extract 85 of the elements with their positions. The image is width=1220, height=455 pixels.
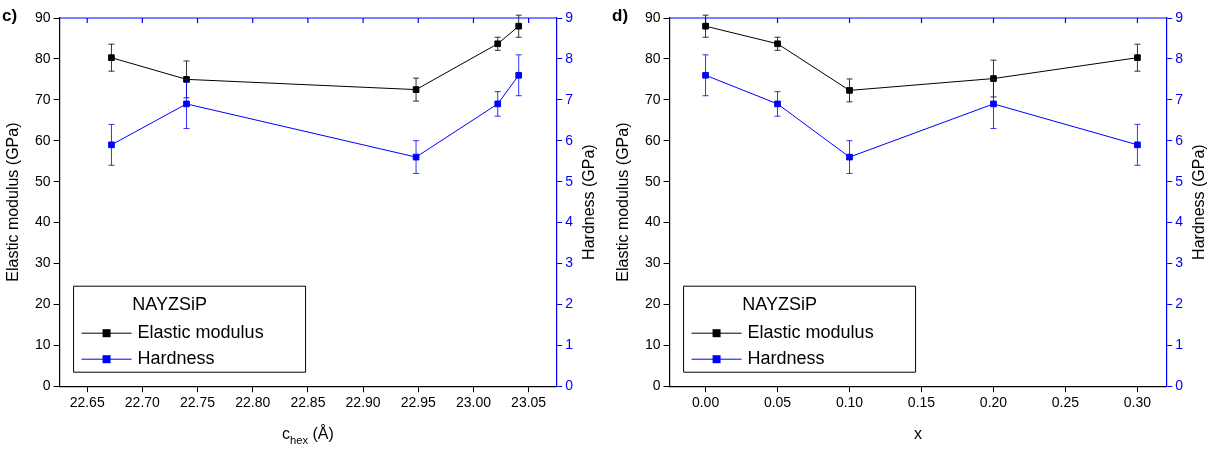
y-tick-label: 0 — [652, 377, 661, 394]
y-axis-title: Elastic modulus (GPa) — [614, 122, 632, 282]
y-tick-label: 10 — [34, 336, 51, 353]
y2-tick-label: 3 — [565, 254, 574, 271]
y-tick-label: 10 — [644, 336, 661, 353]
y2-tick-label: 0 — [1175, 377, 1184, 394]
y-tick-label: 90 — [34, 8, 51, 25]
y2-tick-label: 9 — [565, 8, 574, 25]
legend-label: Elastic modulus — [747, 322, 874, 343]
y2-tick-label: 4 — [1175, 213, 1184, 230]
x-tick-label: 0.05 — [763, 394, 792, 411]
legend-label: Elastic modulus — [137, 322, 264, 343]
text: d) — [612, 6, 629, 26]
legend-title: NAYZSiP — [742, 294, 817, 315]
point — [774, 100, 781, 108]
y-tick-label: 60 — [644, 131, 661, 148]
y2-tick-label: 4 — [565, 213, 574, 230]
point — [183, 100, 190, 108]
x-tick-label: 22.70 — [124, 394, 161, 411]
x-tick-label: 22.80 — [235, 394, 271, 411]
point — [494, 40, 502, 48]
y2-tick-label: 2 — [1175, 295, 1184, 312]
y-tick-label: 40 — [34, 213, 51, 230]
y2-tick-label: 7 — [565, 90, 574, 107]
y-tick-label: 60 — [34, 131, 51, 148]
y-tick-label: 80 — [644, 49, 661, 66]
legend-label: Hardness — [137, 348, 215, 369]
y2-tick-label: 8 — [1175, 49, 1184, 66]
y2-tick-label: 7 — [1175, 90, 1184, 107]
point — [990, 100, 997, 108]
y-tick-label: 20 — [644, 295, 661, 312]
y-tick-label: 40 — [644, 213, 661, 230]
y2-tick-label: 8 — [565, 49, 574, 66]
y2-tick-label: 6 — [1175, 131, 1184, 148]
point — [108, 54, 115, 62]
x-axis-title: x — [913, 425, 922, 443]
y2-tick-label: 5 — [1175, 172, 1184, 189]
y2-tick-label: 3 — [1175, 254, 1184, 271]
y-tick-label: 80 — [34, 49, 51, 66]
y-tick-label: 20 — [34, 295, 51, 312]
point — [515, 71, 523, 79]
x-tick-label: 0.30 — [1123, 394, 1152, 411]
y2-tick-label: 1 — [565, 336, 574, 353]
y-tick-label: 30 — [644, 254, 661, 271]
point — [702, 22, 709, 30]
point — [702, 71, 709, 79]
x-tick-label: 22.75 — [180, 394, 216, 411]
y2-tick-label: 5 — [565, 172, 574, 189]
point — [846, 87, 853, 94]
y-tick-label: 0 — [42, 377, 51, 394]
text: c) — [2, 6, 18, 26]
y2-tick-label: 9 — [1175, 8, 1184, 25]
x-tick-label: 22.95 — [400, 394, 436, 411]
y2-tick-label: 6 — [565, 131, 574, 148]
y-tick-label: 90 — [644, 8, 661, 25]
y-axis-title: Elastic modulus (GPa) — [4, 122, 22, 282]
legend-title: NAYZSiP — [132, 294, 207, 315]
x-tick-label: 0.20 — [979, 394, 1008, 411]
x-tick-label: 0.25 — [1051, 394, 1080, 411]
point — [494, 100, 502, 108]
y-tick-label: 50 — [34, 172, 51, 189]
x-tick-label: 0.00 — [691, 394, 720, 411]
x-tick-label: 22.85 — [290, 394, 326, 411]
point — [108, 141, 115, 149]
point — [774, 40, 781, 48]
y-tick-label: 30 — [34, 254, 51, 271]
x-tick-label: 22.65 — [69, 394, 105, 411]
legend-label: Hardness — [747, 348, 825, 369]
x-tick-label: 22.90 — [345, 394, 381, 411]
y2-axis-title: Hardness (GPa) — [580, 144, 598, 260]
y2-tick-label: 2 — [565, 295, 574, 312]
y2-tick-label: 1 — [1175, 336, 1184, 353]
y-tick-label: 70 — [644, 90, 661, 107]
point — [1134, 54, 1141, 62]
x-tick-label: 23.00 — [455, 394, 492, 411]
x-tick-label: 0.15 — [907, 394, 936, 411]
y2-tick-label: 0 — [565, 377, 574, 394]
point — [515, 22, 523, 30]
y2-axis-title: Hardness (GPa) — [1190, 144, 1208, 260]
y-tick-label: 50 — [644, 172, 661, 189]
x-tick-label: 0.10 — [835, 394, 864, 411]
x-tick-label: 23.05 — [511, 394, 547, 411]
y-tick-label: 70 — [34, 90, 51, 107]
point — [1134, 141, 1141, 149]
point — [846, 153, 853, 161]
